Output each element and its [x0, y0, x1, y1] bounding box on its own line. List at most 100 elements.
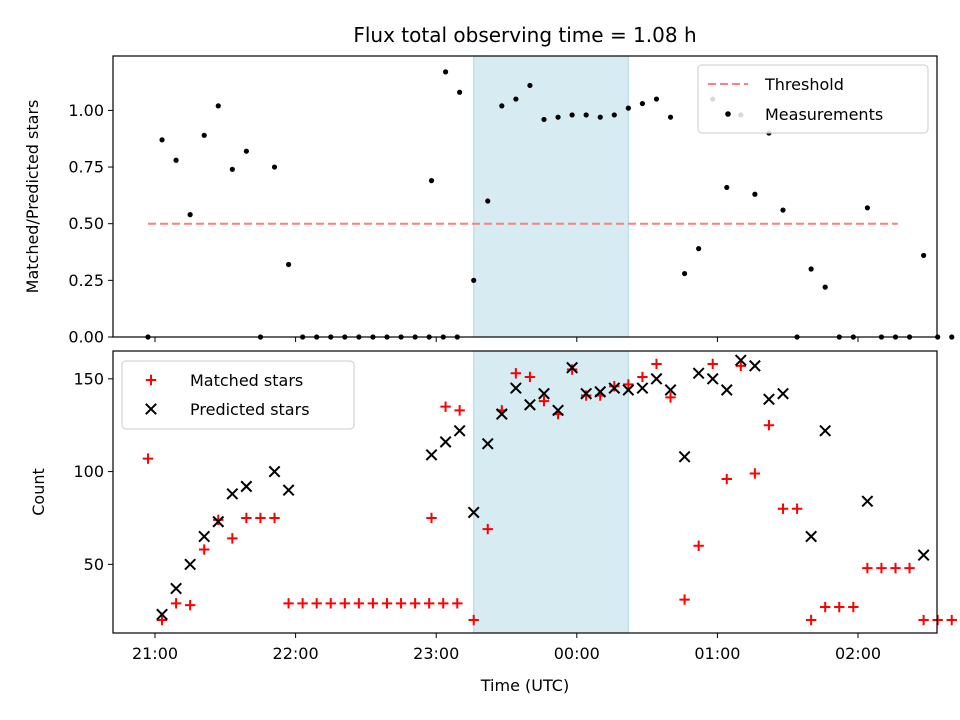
predicted-star-point — [495, 408, 508, 420]
matched-star-point — [438, 598, 449, 609]
legend-measurements-label: Measurements — [765, 105, 883, 124]
matched-star-point — [423, 598, 435, 609]
measurement-point — [243, 148, 249, 154]
legend-matched-swatch — [145, 374, 157, 386]
measurement-point — [611, 112, 617, 118]
matched-star-point — [721, 473, 732, 485]
matched-star-point — [735, 360, 747, 372]
top-chart-title: Flux total observing time = 1.08 h — [353, 23, 696, 47]
matched-star-point — [693, 540, 704, 552]
matched-star-point — [255, 512, 266, 524]
matched-star-point — [311, 598, 322, 609]
matched-star-point — [538, 395, 550, 407]
matched-star-point — [353, 598, 365, 609]
matched-star-point — [227, 533, 238, 544]
legend-matched-label: Matched stars — [190, 371, 303, 390]
x-tick-label: 02:00 — [835, 644, 881, 663]
matched-star-point — [452, 598, 463, 609]
predicted-star-point — [819, 424, 832, 437]
y-tick-label: 0.00 — [68, 328, 104, 347]
measurement-point — [159, 137, 165, 143]
matched-star-point — [805, 614, 817, 626]
measurement-point — [724, 184, 730, 191]
measurement-point — [201, 132, 207, 138]
bottom-legend: Matched stars Predicted stars — [121, 360, 355, 430]
measurement-point — [285, 261, 292, 268]
measurement-point — [752, 191, 758, 197]
measurement-point — [271, 164, 278, 170]
measurement-point — [808, 266, 814, 272]
matched-star-point — [946, 614, 957, 626]
measurement-point — [485, 198, 491, 204]
matched-star-point — [777, 503, 789, 514]
top-plot-frame — [112, 55, 938, 338]
top-panel: Flux total observing time = 1.08 h 0.000… — [23, 23, 955, 347]
predicted-star-point — [240, 480, 253, 493]
predicted-star-point — [720, 384, 733, 396]
measurement-point — [513, 96, 519, 102]
matched-star-point — [367, 598, 379, 609]
matched-star-point — [819, 601, 831, 613]
measurement-point — [653, 96, 660, 102]
predicted-star-point — [566, 361, 579, 374]
predicted-star-point — [481, 437, 494, 450]
matched-star-point — [876, 562, 887, 574]
matched-star-point — [297, 598, 308, 609]
top-x-axis-ticks — [154, 337, 859, 342]
bottom-y-axis-ticks: 50 100 150 — [73, 369, 113, 574]
measurement-point — [187, 212, 193, 218]
measurement-point — [527, 82, 533, 89]
predicted-star-point — [594, 385, 607, 398]
x-tick-label: 21:00 — [132, 644, 178, 663]
bottom-x-axis-label: Time (UTC) — [480, 676, 569, 695]
measurement-point — [583, 112, 589, 118]
measurement-point — [569, 112, 575, 118]
x-tick-label: 00:00 — [554, 644, 600, 663]
matched-star-point — [918, 614, 929, 626]
predicted-star-point — [580, 387, 593, 400]
matched-stars-series — [142, 358, 957, 626]
measurement-point — [215, 103, 221, 109]
matched-star-point — [763, 420, 775, 431]
measurement-point — [471, 277, 477, 283]
predicted-star-point — [156, 608, 168, 621]
predicted-star-point — [268, 465, 281, 478]
matched-star-point — [862, 562, 873, 574]
predicted-star-point — [552, 404, 564, 417]
matched-star-point — [283, 598, 294, 609]
matched-star-point — [142, 453, 154, 464]
measurement-point — [639, 100, 646, 107]
matched-star-point — [651, 358, 662, 370]
matched-star-point — [482, 523, 493, 535]
top-shaded-region — [473, 55, 629, 338]
measurement-point — [780, 207, 786, 213]
matched-star-point — [241, 512, 252, 524]
matched-star-point — [199, 544, 210, 555]
bottom-shaded-region — [473, 350, 629, 634]
matched-star-point — [679, 594, 690, 605]
predicted-star-point — [861, 495, 874, 508]
bottom-y-axis-label: Count — [29, 468, 48, 516]
measurement-point — [696, 246, 702, 252]
matched-star-point — [904, 562, 915, 574]
measurement-point — [499, 103, 505, 109]
measurement-point — [864, 205, 870, 211]
matched-star-point — [156, 614, 168, 626]
measurement-point — [949, 334, 955, 340]
predicted-star-point — [538, 387, 550, 400]
predicted-star-point — [184, 558, 197, 571]
matched-star-point — [932, 614, 943, 626]
predicted-star-point — [692, 367, 705, 380]
matched-star-point — [609, 381, 620, 392]
matched-star-point — [637, 371, 648, 383]
bottom-x-axis-ticks: 21:00 22:00 23:00 00:00 01:00 02:00 — [132, 633, 881, 663]
predicted-star-point — [212, 515, 225, 528]
matched-star-point — [409, 598, 421, 609]
predicted-star-point — [608, 382, 621, 395]
legend-box — [121, 360, 355, 430]
measurement-point — [428, 178, 435, 184]
predicted-star-point — [805, 530, 818, 543]
matched-star-point — [707, 358, 718, 370]
predicted-star-point — [763, 393, 775, 406]
